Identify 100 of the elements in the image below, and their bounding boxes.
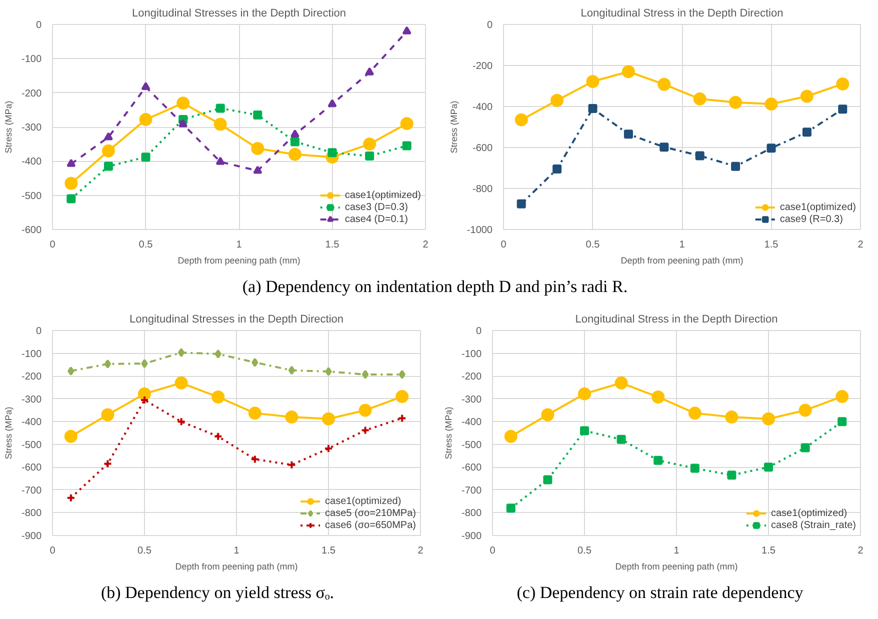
point bbox=[614, 376, 628, 390]
legend-label: case5 (σo=210MPa) bbox=[325, 507, 416, 519]
point bbox=[141, 152, 150, 162]
x-tick-label: 1 bbox=[236, 240, 242, 250]
y-tick-label: -700 bbox=[461, 485, 482, 496]
x-tick-label: 0.5 bbox=[138, 240, 154, 250]
point bbox=[104, 162, 113, 171]
legend-label: case9 (R=0.3) bbox=[780, 213, 843, 225]
chart-title: Longitudinal Stress in the Depth Direction bbox=[580, 8, 784, 20]
point bbox=[836, 390, 849, 404]
point bbox=[727, 470, 736, 480]
point bbox=[248, 406, 262, 420]
y-tick-label: -700 bbox=[21, 485, 42, 496]
point bbox=[396, 390, 409, 404]
point bbox=[398, 370, 406, 379]
point bbox=[363, 138, 376, 151]
point bbox=[764, 462, 773, 472]
y-tick-label: -900 bbox=[461, 531, 482, 542]
point bbox=[400, 117, 414, 130]
x-tick-label: 2 bbox=[858, 546, 864, 556]
point bbox=[622, 65, 635, 78]
point bbox=[800, 90, 814, 103]
point bbox=[287, 460, 296, 470]
point bbox=[104, 359, 112, 368]
point bbox=[514, 113, 528, 126]
point bbox=[64, 430, 78, 443]
x-tick-label: 2 bbox=[418, 546, 424, 556]
point bbox=[725, 410, 738, 424]
point bbox=[64, 176, 78, 190]
point bbox=[141, 82, 150, 90]
y-tick-label: -600 bbox=[472, 143, 493, 154]
point bbox=[729, 96, 742, 109]
y-tick-label: -800 bbox=[461, 508, 482, 520]
point bbox=[616, 434, 626, 444]
y-tick-label: -600 bbox=[21, 462, 42, 474]
point bbox=[838, 417, 847, 426]
point bbox=[141, 359, 148, 368]
point bbox=[516, 199, 526, 208]
point bbox=[212, 390, 225, 404]
point bbox=[68, 366, 74, 376]
legend-label: case1(optimized) bbox=[344, 189, 421, 201]
point bbox=[588, 104, 598, 114]
point bbox=[176, 96, 190, 110]
point bbox=[250, 454, 260, 464]
point bbox=[836, 77, 850, 90]
y-tick-label: -300 bbox=[21, 122, 42, 134]
x-tick-label: 1 bbox=[679, 240, 686, 250]
point bbox=[660, 142, 669, 152]
x-tick-label: 1.5 bbox=[762, 546, 776, 556]
point bbox=[798, 404, 812, 417]
point bbox=[322, 412, 335, 426]
x-tick-label: 0.5 bbox=[138, 546, 152, 556]
point bbox=[365, 152, 374, 161]
text: (a) Dependency on indentation depth D and pin’s radi R. bbox=[242, 276, 628, 298]
point bbox=[178, 348, 185, 358]
y-tick-label: -500 bbox=[461, 440, 482, 451]
point bbox=[580, 426, 589, 436]
y-tick-label: -300 bbox=[21, 394, 42, 406]
point bbox=[762, 412, 775, 426]
y-tick-label: -500 bbox=[21, 190, 42, 202]
y-tick-label: -400 bbox=[461, 417, 482, 428]
text: (b) Dependency on yield stress σₒ. bbox=[100, 582, 334, 604]
point bbox=[328, 99, 337, 108]
point bbox=[552, 164, 562, 174]
point bbox=[624, 130, 633, 139]
point bbox=[176, 417, 186, 426]
point bbox=[398, 414, 407, 423]
y-tick-label: -400 bbox=[21, 156, 42, 168]
chart-title: Longitudinal Stresses in the Depth Direction bbox=[129, 314, 344, 326]
y-tick-label: -1000 bbox=[466, 225, 493, 236]
point bbox=[252, 358, 258, 367]
x-tick-label: 1.5 bbox=[325, 240, 340, 250]
x-tick-label: 1.5 bbox=[764, 240, 779, 250]
legend-label: case4 (D=0.1) bbox=[344, 213, 408, 225]
point bbox=[504, 430, 518, 443]
x-tick-label: 2 bbox=[422, 240, 429, 250]
y-tick-label: -200 bbox=[461, 372, 482, 383]
x-axis-title: Depth from peening path (mm) bbox=[175, 562, 298, 572]
point bbox=[139, 112, 152, 126]
point bbox=[214, 118, 227, 131]
x-axis-title: Depth from peening path (mm) bbox=[615, 562, 738, 572]
point bbox=[216, 104, 225, 113]
point bbox=[731, 162, 740, 171]
point bbox=[101, 408, 114, 422]
point bbox=[693, 92, 706, 106]
point bbox=[695, 151, 704, 160]
y-tick-label: -200 bbox=[21, 372, 42, 383]
legend-label: case1(optimized) bbox=[780, 201, 856, 213]
point bbox=[800, 443, 810, 452]
point bbox=[690, 464, 700, 473]
y-tick-label: -600 bbox=[461, 462, 482, 474]
point bbox=[253, 110, 262, 120]
x-tick-label: 0 bbox=[50, 546, 56, 556]
point bbox=[402, 141, 412, 150]
x-tick-label: 0.5 bbox=[578, 546, 592, 556]
point bbox=[102, 144, 115, 158]
point bbox=[104, 132, 113, 140]
point bbox=[328, 148, 337, 158]
x-tick-label: 0.5 bbox=[586, 240, 600, 250]
point bbox=[214, 349, 222, 358]
